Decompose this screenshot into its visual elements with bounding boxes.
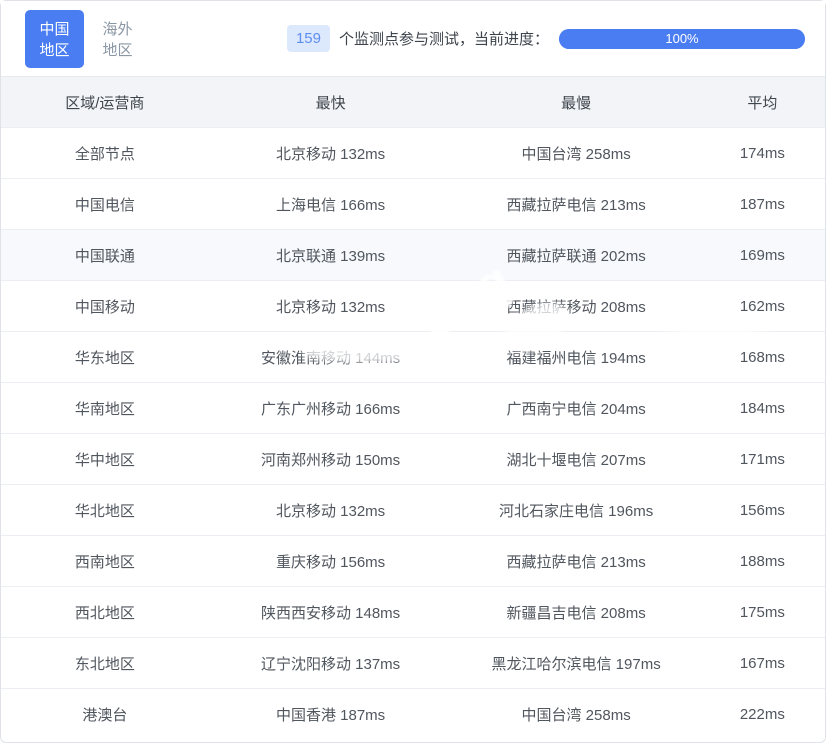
fastest-cell: 广东广州移动 166ms <box>260 400 401 418</box>
average-cell: 156ms <box>739 501 785 519</box>
average-cell: 187ms <box>739 195 785 213</box>
latency-table: 区域/运营商 最快 最慢 平均 全部节点 北京移动 132ms 中国台湾 258… <box>1 76 825 742</box>
average-cell: 171ms <box>739 450 785 468</box>
average-cell: 168ms <box>739 348 785 366</box>
region-cell: 西南地区 <box>74 553 135 571</box>
slowest-cell: 广西南宁电信 204ms <box>506 400 646 418</box>
slowest-cell: 西藏拉萨联通 202ms <box>506 247 646 265</box>
slowest-cell: 新疆昌吉电信 208ms <box>506 604 646 622</box>
slowest-cell: 黑龙江哈尔滨电信 197ms <box>491 655 661 673</box>
region-cell: 华南地区 <box>74 400 135 418</box>
slowest-cell: 中国台湾 258ms <box>521 706 631 724</box>
average-cell: 174ms <box>739 144 785 162</box>
slowest-cell: 湖北十堰电信 207ms <box>506 451 646 469</box>
table-row[interactable]: 中国电信 上海电信 166ms 西藏拉萨电信 213ms 187ms <box>1 178 825 229</box>
region-cell: 西北地区 <box>74 604 135 622</box>
fastest-cell: 北京联通 139ms <box>275 247 386 265</box>
fastest-cell: 北京移动 132ms <box>275 502 386 520</box>
region-cell: 中国联通 <box>74 247 135 265</box>
table-row[interactable]: 中国联通 北京联通 139ms 西藏拉萨联通 202ms 169ms <box>1 229 825 280</box>
slowest-cell: 西藏拉萨移动 208ms <box>506 298 646 316</box>
fastest-cell: 北京移动 132ms <box>275 145 386 163</box>
slowest-cell: 河北石家庄电信 196ms <box>499 502 654 520</box>
slowest-cell: 西藏拉萨电信 213ms <box>506 553 646 571</box>
average-cell: 162ms <box>739 297 785 315</box>
region-cell: 中国电信 <box>74 196 135 214</box>
column-header-average: 平均 <box>747 94 778 112</box>
region-cell: 东北地区 <box>74 655 135 673</box>
table-row[interactable]: 全部节点 北京移动 132ms 中国台湾 258ms 174ms <box>1 127 825 178</box>
fastest-cell: 陕西西安移动 148ms <box>260 604 401 622</box>
slowest-cell: 西藏拉萨电信 213ms <box>506 196 646 214</box>
table-row[interactable]: 中国移动 北京移动 132ms 西藏拉萨移动 208ms 162ms <box>1 280 825 331</box>
topbar: 中国地区 海外地区 159 个监测点参与测试，当前进度： 100% <box>1 1 825 76</box>
region-cell: 华东地区 <box>74 349 135 367</box>
fastest-cell: 安徽淮南移动 144ms <box>260 349 401 367</box>
average-cell: 188ms <box>739 552 785 570</box>
average-cell: 222ms <box>739 705 785 723</box>
progress-bar: 100% <box>558 28 805 49</box>
region-cell: 华中地区 <box>74 451 135 469</box>
region-cell: 港澳台 <box>82 706 128 724</box>
column-header-region: 区域/运营商 <box>65 94 145 112</box>
table-row[interactable]: 西南地区 重庆移动 156ms 西藏拉萨电信 213ms 188ms <box>1 535 825 586</box>
table-row[interactable]: 东北地区 辽宁沈阳移动 137ms 黑龙江哈尔滨电信 197ms 167ms <box>1 637 825 688</box>
table-header-row: 区域/运营商 最快 最慢 平均 <box>1 76 825 127</box>
fastest-cell: 重庆移动 156ms <box>275 553 386 571</box>
fastest-cell: 河南郑州移动 150ms <box>260 451 401 469</box>
progress-fill <box>558 28 805 49</box>
region-cell: 全部节点 <box>74 145 135 163</box>
progress-label: 100% <box>665 31 699 46</box>
slowest-cell: 中国台湾 258ms <box>521 145 631 163</box>
average-cell: 167ms <box>739 654 785 672</box>
average-cell: 169ms <box>739 246 785 264</box>
column-header-slowest: 最慢 <box>561 94 592 112</box>
table-row[interactable]: 港澳台 中国香港 187ms 中国台湾 258ms 222ms <box>1 688 825 739</box>
column-header-fastest: 最快 <box>315 94 346 112</box>
table-row[interactable]: 华东地区 安徽淮南移动 144ms 福建福州电信 194ms 168ms <box>1 331 825 382</box>
fastest-cell: 中国香港 187ms <box>275 706 386 724</box>
table-body: 全部节点 北京移动 132ms 中国台湾 258ms 174ms 中国电信 上海… <box>1 127 825 739</box>
monitor-count-badge: 159 <box>286 25 330 52</box>
fastest-cell: 北京移动 132ms <box>275 298 386 316</box>
monitor-count-text: 个监测点参与测试，当前进度： <box>338 31 549 48</box>
average-cell: 184ms <box>739 399 785 417</box>
region-cell: 华北地区 <box>74 502 135 520</box>
tab-china-region[interactable]: 中国地区 <box>25 9 84 68</box>
fastest-cell: 上海电信 166ms <box>275 196 386 214</box>
table-row[interactable]: 华南地区 广东广州移动 166ms 广西南宁电信 204ms 184ms <box>1 382 825 433</box>
fastest-cell: 辽宁沈阳移动 137ms <box>260 655 401 673</box>
slowest-cell: 福建福州电信 194ms <box>506 349 646 367</box>
table-row[interactable]: 西北地区 陕西西安移动 148ms 新疆昌吉电信 208ms 175ms <box>1 586 825 637</box>
table-row[interactable]: 华中地区 河南郑州移动 150ms 湖北十堰电信 207ms 171ms <box>1 433 825 484</box>
average-cell: 175ms <box>739 603 785 621</box>
table-row[interactable]: 华北地区 北京移动 132ms 河北石家庄电信 196ms 156ms <box>1 484 825 535</box>
region-cell: 中国移动 <box>74 298 135 316</box>
tab-overseas-region[interactable]: 海外地区 <box>96 10 139 68</box>
